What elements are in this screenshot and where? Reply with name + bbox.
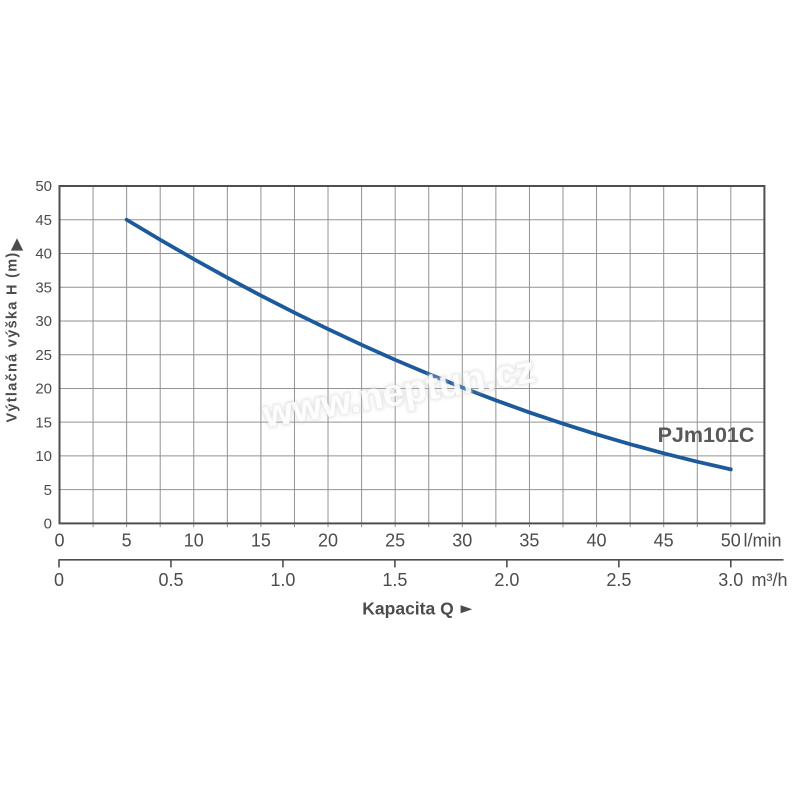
svg-text:40: 40	[587, 531, 607, 551]
svg-text:PJm101C: PJm101C	[658, 423, 755, 447]
svg-text:1.0: 1.0	[270, 570, 295, 590]
svg-text:50: 50	[721, 531, 741, 551]
svg-text:25: 25	[385, 531, 405, 551]
svg-text:35: 35	[519, 531, 539, 551]
svg-text:25: 25	[35, 347, 52, 364]
svg-text:30: 30	[35, 313, 52, 330]
svg-text:m³/h: m³/h	[752, 570, 788, 590]
svg-text:30: 30	[452, 531, 472, 551]
svg-text:35: 35	[35, 279, 52, 296]
svg-text:20: 20	[318, 531, 338, 551]
svg-text:5: 5	[122, 531, 132, 551]
svg-text:l/min: l/min	[744, 531, 782, 551]
svg-text:2.0: 2.0	[494, 570, 519, 590]
svg-text:0.5: 0.5	[158, 570, 183, 590]
svg-text:45: 45	[35, 212, 52, 229]
svg-text:5: 5	[44, 482, 52, 499]
svg-text:2.5: 2.5	[606, 570, 631, 590]
svg-text:45: 45	[654, 531, 674, 551]
svg-text:10: 10	[35, 448, 52, 465]
svg-text:Kapacita Q: Kapacita Q	[362, 599, 453, 619]
svg-text:40: 40	[35, 246, 52, 263]
svg-text:50: 50	[35, 178, 52, 195]
svg-text:Výtlačná výška H (m): Výtlačná výška H (m)	[4, 251, 20, 422]
svg-text:1.5: 1.5	[382, 570, 407, 590]
svg-text:0: 0	[54, 531, 64, 551]
svg-text:0: 0	[44, 516, 52, 533]
svg-text:15: 15	[35, 414, 52, 431]
svg-text:10: 10	[184, 531, 204, 551]
svg-text:0: 0	[54, 570, 64, 590]
svg-text:15: 15	[251, 531, 271, 551]
svg-text:3.0: 3.0	[718, 570, 743, 590]
svg-text:20: 20	[35, 381, 52, 398]
